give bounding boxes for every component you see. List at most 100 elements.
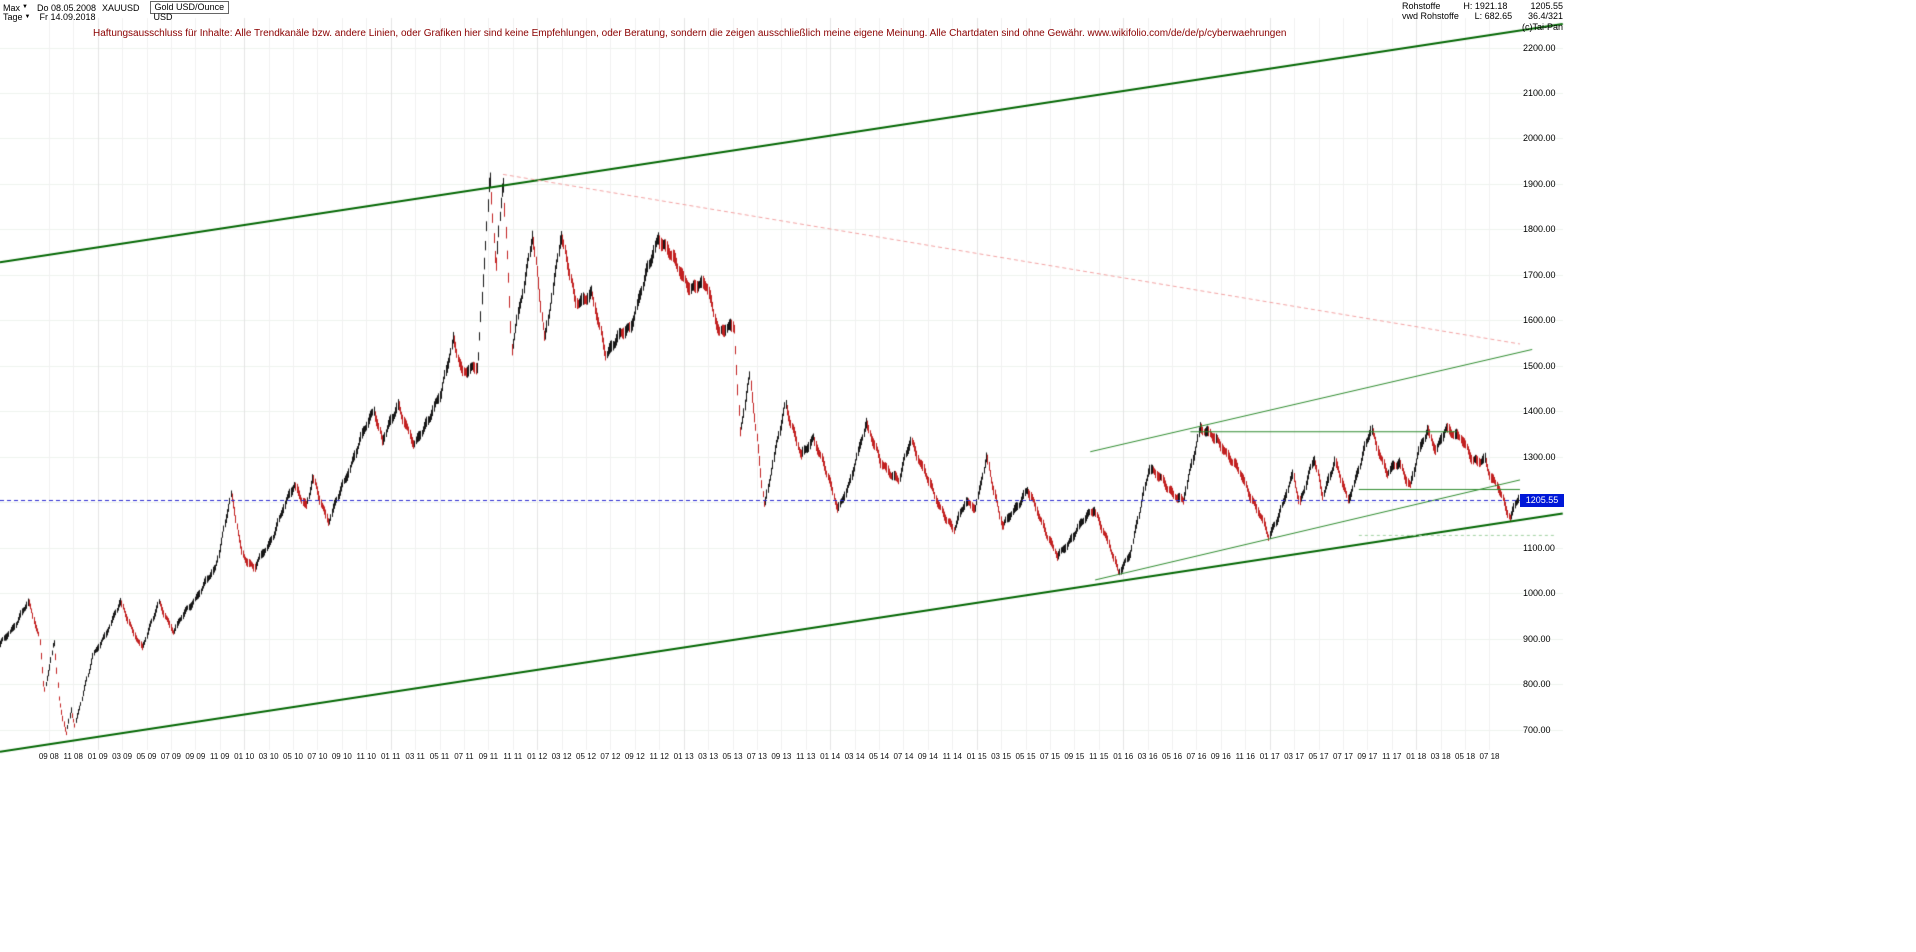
date-axis-label: 09 08	[38, 752, 59, 761]
category-label: Rohstoffe	[1402, 1, 1441, 11]
period-selector[interactable]: Tage ▼	[3, 12, 30, 22]
date-axis-label: 05 09	[136, 752, 157, 761]
date-axis-label: 07 10	[307, 752, 328, 761]
copyright-label: (c)Tai-Pan	[1521, 22, 1563, 32]
price-axis-label: 1800.00	[1523, 224, 1556, 235]
date-axis-label: 03 14	[844, 752, 865, 761]
price-axis-label: 2200.00	[1523, 42, 1556, 53]
date-axis-label: 05 11	[429, 752, 450, 761]
date-axis-label: 11 15	[1089, 752, 1109, 761]
chevron-down-icon: ▼	[22, 4, 28, 10]
date-axis-label: 05 17	[1308, 752, 1329, 761]
date-axis-label: 01 13	[673, 752, 694, 761]
date-axis-label: 03 12	[551, 752, 572, 761]
date-axis-label: 03 15	[991, 752, 1012, 761]
date-axis-label: 03 16	[1137, 752, 1158, 761]
chart-application-window: Max ▼ Do 08.05.2008 XAUUSD Gold USD/Ounc…	[0, 0, 1565, 780]
date-axis-label: 03 10	[258, 752, 279, 761]
date-axis-label: 03 13	[698, 752, 719, 761]
date-axis-label: 05 18	[1455, 752, 1476, 761]
price-axis-label: 1900.00	[1523, 178, 1556, 189]
range-info-label: 36.4/321	[1527, 11, 1563, 21]
disclaimer-text: Haftungsausschluss für Inhalte: Alle Tre…	[93, 28, 1287, 39]
date-axis-label: 11 13	[796, 752, 816, 761]
source-label: vwd Rohstoffe	[1402, 11, 1459, 21]
date-axis-label: 11 10	[356, 752, 376, 761]
date-axis-label: 01 11	[380, 752, 401, 761]
date-axis-label: 09 09	[185, 752, 206, 761]
date-axis-label: 11 14	[942, 752, 962, 761]
date-axis-label: 11 16	[1235, 752, 1256, 761]
price-axis-label: 800.00	[1523, 679, 1551, 690]
date-axis-label: 07 17	[1332, 752, 1353, 761]
high-label: H: 1921.18	[1463, 1, 1508, 11]
date-axis-label: 07 09	[160, 752, 181, 761]
date-axis-label: 09 16	[1210, 752, 1231, 761]
date-axis-label: 11 08	[63, 752, 83, 761]
price-axis-label: 1300.00	[1523, 451, 1556, 462]
date-axis-label: 01 16	[1113, 752, 1134, 761]
date-axis-label: 01 10	[234, 752, 255, 761]
date-axis-label: 03 09	[112, 752, 133, 761]
price-axis-label: 1700.00	[1523, 269, 1556, 280]
price-axis-label: 1000.00	[1523, 588, 1556, 599]
date-axis-label: 01 09	[87, 752, 108, 761]
date-axis-label: 05 14	[869, 752, 890, 761]
date-axis-label: 11 12	[649, 752, 669, 761]
header-row-1: Max ▼ Do 08.05.2008 XAUUSD Gold USD/Ounc…	[3, 1, 230, 14]
date-axis-label: 05 10	[282, 752, 304, 761]
end-date-label: Fr 14.09.2018	[39, 12, 96, 22]
symbol-label: XAUUSD	[102, 2, 140, 13]
date-axis-label: 03 17	[1284, 752, 1305, 761]
date-axis-label: 09 14	[917, 752, 938, 761]
date-axis-label: 11 11	[503, 752, 523, 761]
date-axis-label: 07 15	[1039, 752, 1060, 761]
price-axis-label: 900.00	[1523, 633, 1551, 644]
date-axis-label: 01 17	[1259, 752, 1280, 761]
header-quote-block: Rohstoffe H: 1921.18 1205.55 vwd Rohstof…	[1402, 1, 1563, 21]
price-axis-label: 1400.00	[1523, 406, 1556, 417]
price-axis-label: 1600.00	[1523, 315, 1556, 326]
date-axis-label: 05 16	[1162, 752, 1183, 761]
date-axis-label: 09 13	[771, 752, 792, 761]
date-axis-label: 03 11	[405, 752, 425, 761]
period-label: Tage	[3, 12, 23, 22]
price-chart-canvas[interactable]	[0, 0, 1565, 780]
date-axis-label: 09 11	[478, 752, 499, 761]
date-axis-label: 05 15	[1015, 752, 1036, 761]
header-row-2: Tage ▼ Fr 14.09.2018 USD	[3, 12, 173, 22]
price-axis-label: 2000.00	[1523, 133, 1556, 144]
chevron-down-icon: ▼	[24, 13, 31, 20]
date-axis-label: 07 12	[600, 752, 621, 761]
date-axis-label: 01 15	[966, 752, 987, 761]
date-axis-label: 07 11	[454, 752, 474, 761]
date-axis-label: 09 15	[1064, 752, 1085, 761]
currency-label: USD	[153, 12, 173, 22]
date-axis-label: 09 10	[331, 752, 352, 761]
date-axis-label: 11 17	[1382, 752, 1402, 761]
date-axis-label: 07 16	[1186, 752, 1207, 761]
date-axis-label: 07 13	[746, 752, 767, 761]
date-axis-label: 09 12	[624, 752, 645, 761]
low-label: L: 682.65	[1474, 11, 1513, 21]
last-price-label: 1205.55	[1530, 1, 1563, 11]
price-axis-label: 1100.00	[1523, 542, 1555, 553]
range-selector[interactable]: Max ▼	[3, 3, 28, 13]
date-axis-label: 05 12	[576, 752, 597, 761]
date-axis-label: 05 13	[722, 752, 743, 761]
instrument-name-label: Gold USD/Ounce	[149, 1, 230, 14]
price-axis-label: 2100.00	[1523, 88, 1556, 99]
date-axis-label: 01 14	[820, 752, 841, 761]
date-axis-label: 07 18	[1479, 752, 1500, 761]
start-date-label: Do 08.05.2008	[36, 2, 97, 13]
range-label: Max	[3, 2, 21, 13]
date-axis-label: 07 14	[893, 752, 914, 761]
date-axis-label: 01 12	[527, 752, 548, 761]
date-axis-label: 09 17	[1357, 752, 1378, 761]
price-axis-label: 1500.00	[1523, 360, 1556, 371]
current-price-tag: 1205.55	[1520, 493, 1564, 507]
date-axis-label: 01 18	[1406, 752, 1427, 761]
price-axis-label: 700.00	[1523, 724, 1551, 735]
date-axis-label: 03 18	[1430, 752, 1451, 761]
date-axis-label: 11 09	[210, 752, 230, 761]
